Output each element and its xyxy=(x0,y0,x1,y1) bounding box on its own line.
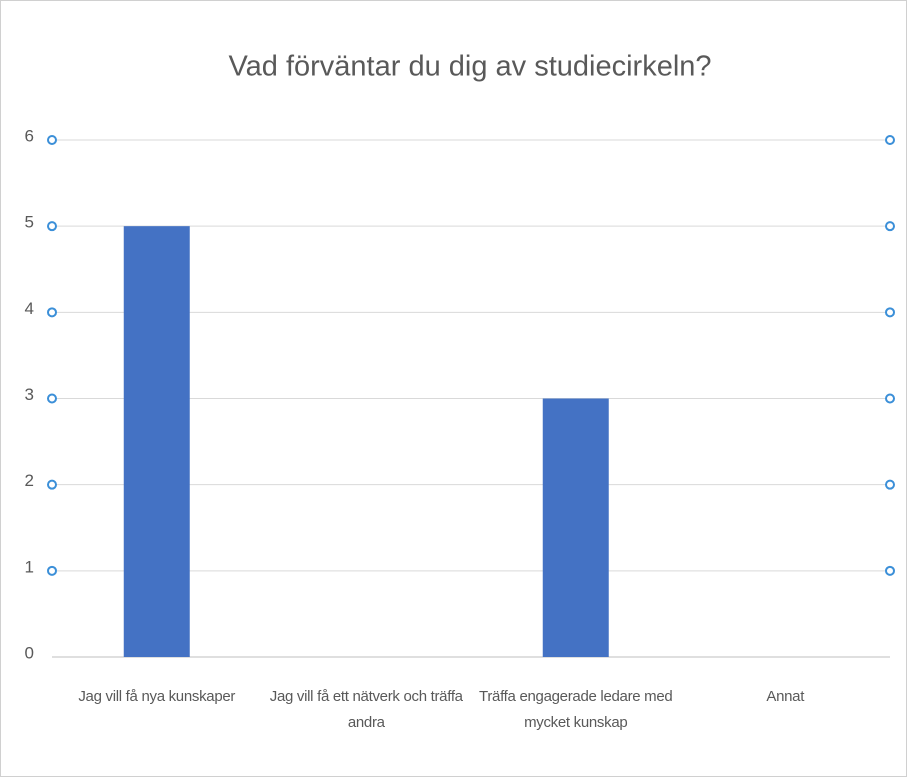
selection-handle xyxy=(885,565,895,576)
x-tick-label: Annat xyxy=(766,688,805,705)
y-tick-label: 4 xyxy=(25,299,34,318)
selection-handle xyxy=(47,307,57,318)
selection-handle xyxy=(885,135,895,145)
y-tick-label: 0 xyxy=(25,643,34,662)
y-tick-label: 6 xyxy=(25,126,34,145)
bar xyxy=(542,398,609,657)
selection-handle xyxy=(47,221,57,232)
chart-title: Vad förväntar du dig av studiecirkeln? xyxy=(228,51,711,83)
x-tick-label: Träffa engagerade ledare med mycket kuns… xyxy=(479,688,673,731)
selection-handle xyxy=(885,479,895,490)
y-tick-label: 1 xyxy=(25,557,34,576)
selection-handle xyxy=(47,393,57,404)
selection-handle xyxy=(885,393,895,404)
selection-handle xyxy=(47,135,57,145)
y-tick-label: 5 xyxy=(25,213,34,232)
x-tick-label: Jag vill få nya kunskaper xyxy=(78,688,236,705)
selection-handle xyxy=(885,221,895,232)
x-tick-label: Jag vill få ett nätverk och träffa andra xyxy=(269,688,463,731)
selection-handle xyxy=(885,307,895,318)
y-tick-label: 2 xyxy=(25,471,34,490)
selection-handle xyxy=(47,565,57,576)
bar xyxy=(123,226,190,657)
y-tick-label: 3 xyxy=(25,385,34,404)
selection-handle xyxy=(47,479,57,490)
